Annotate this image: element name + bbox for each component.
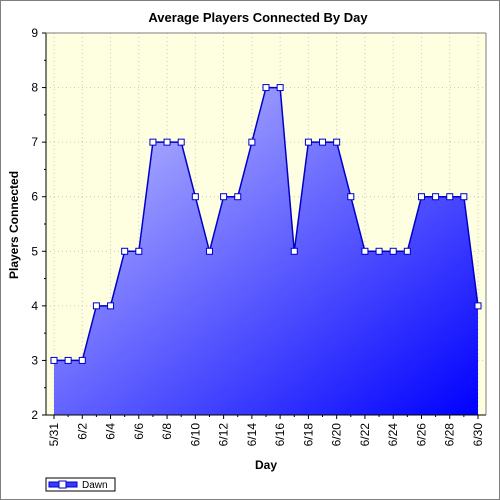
- data-point-6-16: [276, 84, 284, 92]
- y-tick-label: 5: [31, 244, 38, 258]
- data-point-6-26: [417, 193, 425, 201]
- data-point-6-21: [347, 193, 355, 201]
- data-point-6-2: [78, 356, 86, 364]
- data-point-6-24: [389, 247, 397, 255]
- data-point-6-25: [403, 247, 411, 255]
- data-point-6-18: [304, 138, 312, 146]
- x-tick-label: 6/28: [443, 423, 457, 447]
- x-tick-label: 6/4: [104, 423, 118, 440]
- data-point-6-29: [460, 193, 468, 201]
- x-tick-label: 6/18: [301, 423, 315, 447]
- data-point-6-9: [177, 138, 185, 146]
- legend-label-dawn: Dawn: [82, 480, 108, 491]
- data-point-6-19: [319, 138, 327, 146]
- y-tick-label: 6: [31, 190, 38, 204]
- x-tick-label: 6/6: [132, 423, 146, 440]
- y-tick-label: 4: [31, 299, 38, 313]
- x-tick-label: 6/16: [273, 423, 287, 447]
- x-tick-label: 5/31: [47, 423, 61, 447]
- data-point-6-23: [375, 247, 383, 255]
- data-point-6-13: [234, 193, 242, 201]
- chart-title: Average Players Connected By Day: [148, 10, 368, 25]
- legend: Dawn: [45, 477, 116, 492]
- data-point-6-8: [163, 138, 171, 146]
- y-tick-label: 3: [31, 353, 38, 367]
- series-markers-dawn: [50, 84, 482, 364]
- data-point-6-3: [92, 302, 100, 310]
- data-point-6-12: [220, 193, 228, 201]
- data-point-6-7: [149, 138, 157, 146]
- data-point-5-31: [50, 356, 58, 364]
- x-tick-label: 6/2: [75, 423, 89, 440]
- data-point-6-4: [107, 302, 115, 310]
- data-point-6-14: [248, 138, 256, 146]
- data-point-6-15: [262, 84, 270, 92]
- x-tick-label: 6/24: [386, 423, 400, 447]
- data-point-6-27: [432, 193, 440, 201]
- y-tick-label: 2: [31, 408, 38, 422]
- y-tick-label: 9: [31, 26, 38, 40]
- data-point-6-10: [191, 193, 199, 201]
- data-point-6-1: [64, 356, 72, 364]
- data-point-6-30: [474, 302, 482, 310]
- x-tick-label: 6/30: [471, 423, 485, 447]
- x-axis-label: Day: [255, 458, 277, 472]
- x-tick-label: 6/12: [217, 423, 231, 447]
- y-tick-label: 7: [31, 135, 38, 149]
- legend-marker-dawn: [58, 480, 67, 489]
- x-axis-ticks: 5/31 6/2 6/4 6/6 6/8 6/10 6/12 6/14 6/16 6/18 6/20…: [47, 415, 485, 446]
- x-tick-label: 6/14: [245, 423, 259, 447]
- x-tick-label: 6/26: [414, 423, 428, 447]
- data-point-6-17: [290, 247, 298, 255]
- data-point-6-11: [205, 247, 213, 255]
- x-tick-label: 6/10: [188, 423, 202, 447]
- y-tick-label: 8: [31, 81, 38, 95]
- series-area-dawn: [54, 87, 478, 416]
- data-point-6-6: [135, 247, 143, 255]
- x-tick-label: 6/20: [330, 423, 344, 447]
- data-point-6-28: [446, 193, 454, 201]
- y-axis-ticks: 2 3 4 5 6 7 8 9: [31, 26, 46, 422]
- x-tick-label: 6/8: [160, 423, 174, 440]
- data-point-6-5: [121, 247, 129, 255]
- data-point-6-20: [333, 138, 341, 146]
- y-axis-label: Players Connected: [7, 171, 21, 279]
- data-point-6-22: [361, 247, 369, 255]
- x-tick-label: 6/22: [358, 423, 372, 447]
